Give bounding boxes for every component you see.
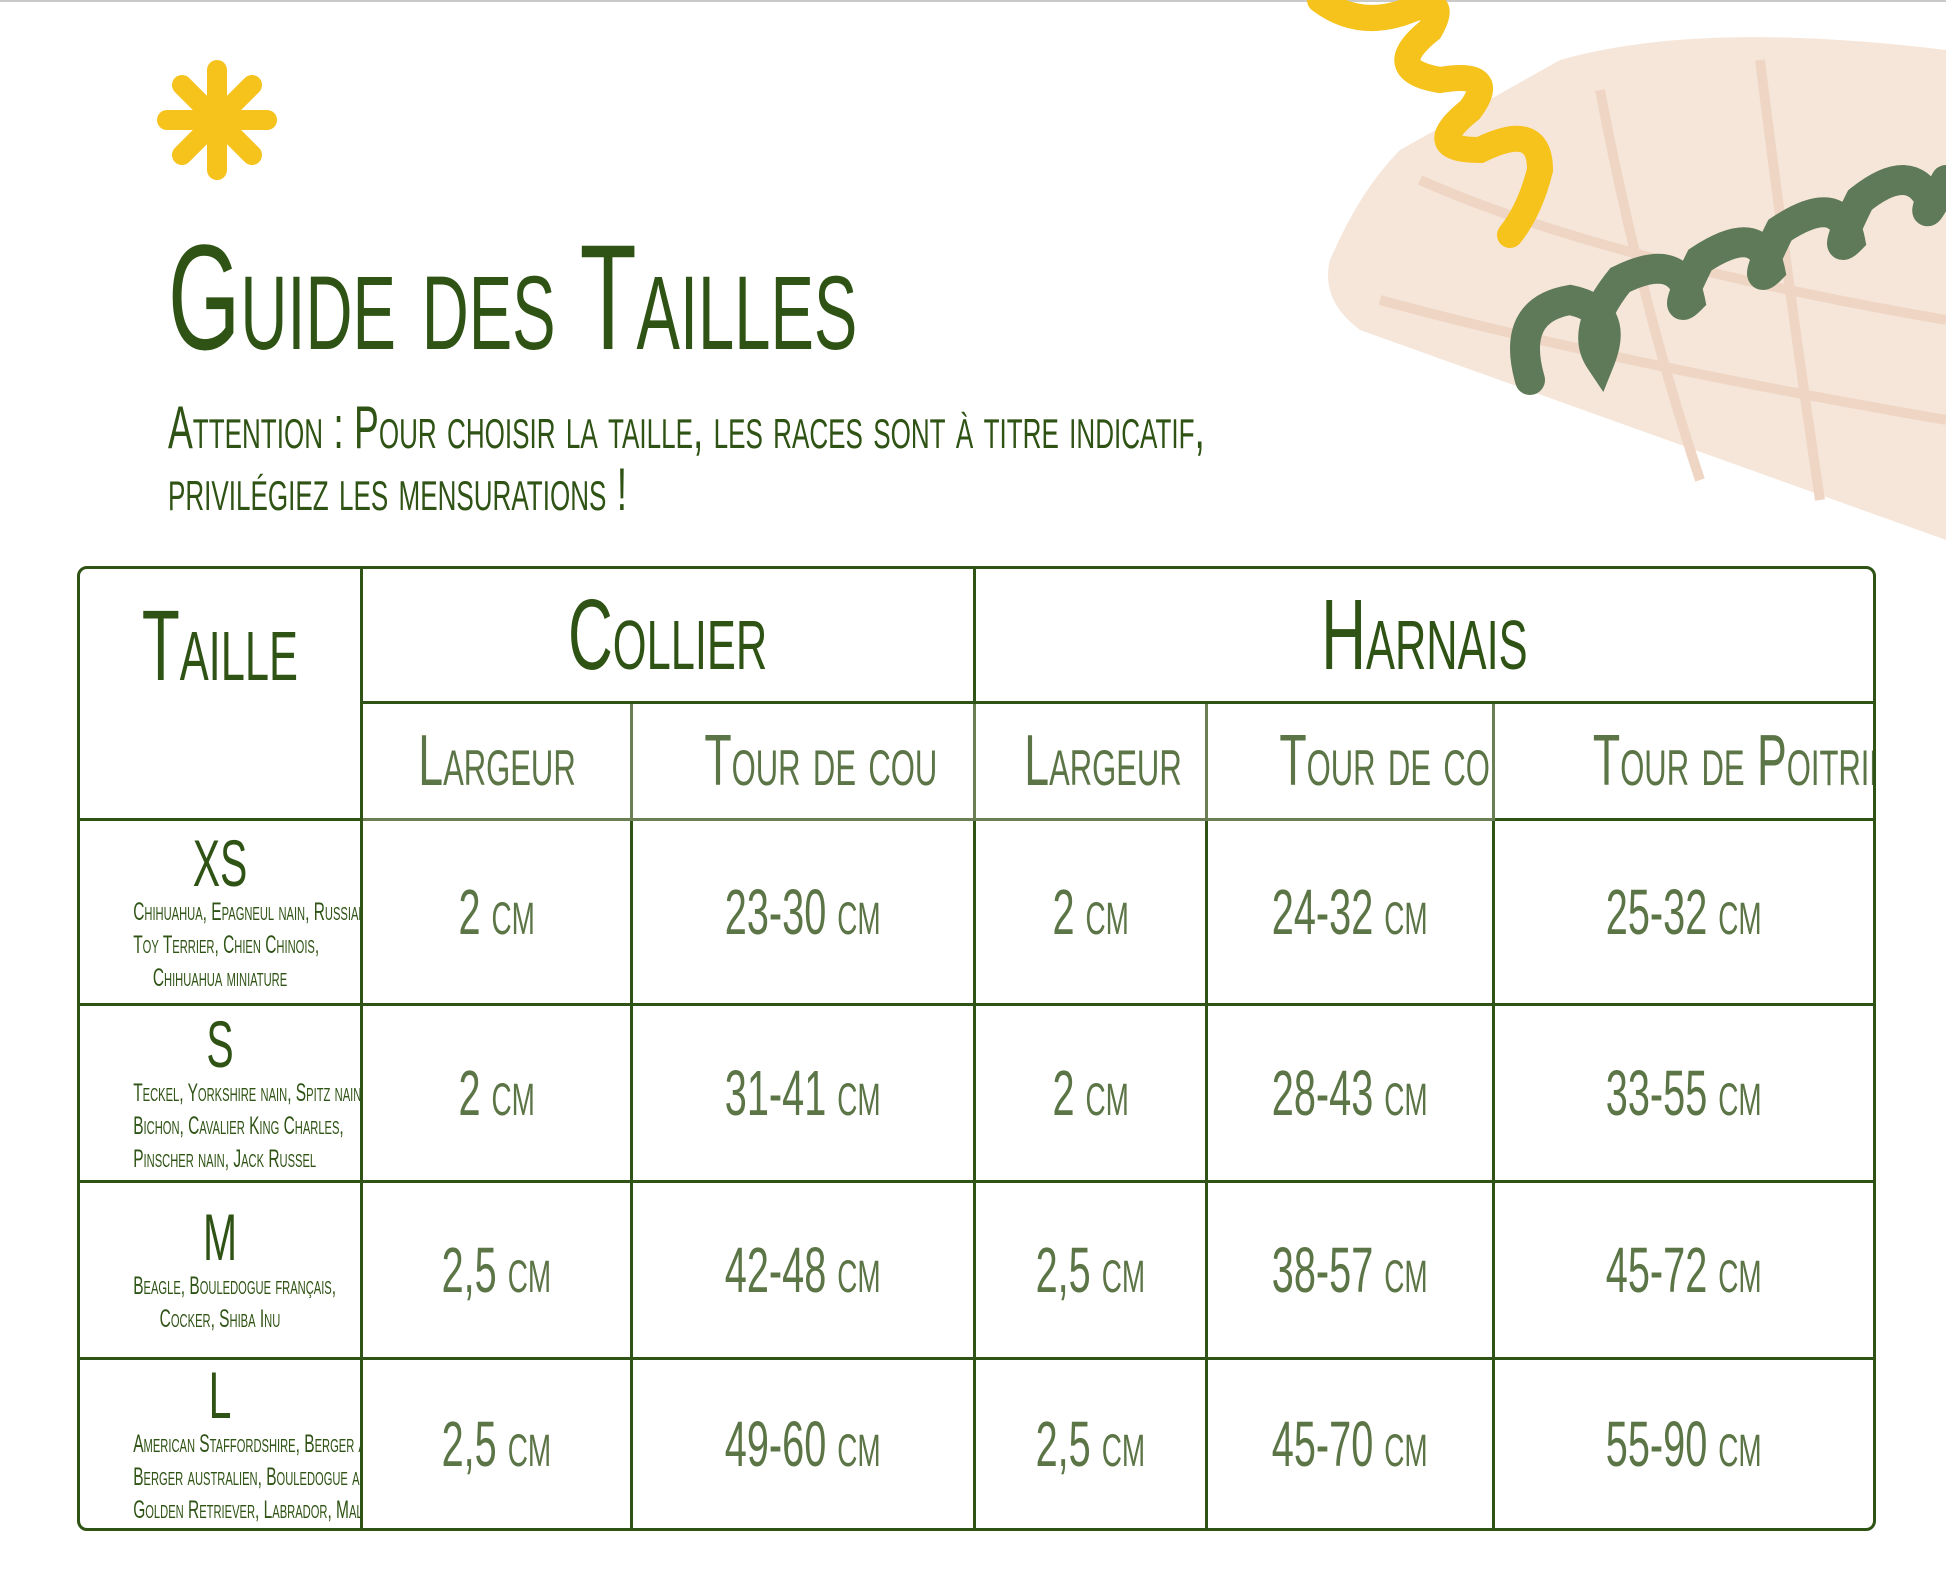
size-cell: XS Chihuahua, Epagneul nain, Russian Toy T… [80, 821, 363, 1006]
measurement-cell: 42-48 cm [633, 1183, 976, 1360]
subheader-row: Largeur Tour de cou Largeur Tour de cou … [80, 704, 1873, 821]
size-label: S [206, 1006, 234, 1081]
measurement-value: 31-41 cm [725, 1057, 881, 1129]
header-taille: Taille [80, 569, 363, 821]
subheader-text: Tour de cou [704, 721, 938, 801]
green-spiral [1510, 165, 1946, 395]
measurement-value: 2 cm [1052, 1057, 1129, 1129]
subheader-cell: Largeur [976, 704, 1208, 821]
measurement-cell: 38-57 cm [1208, 1183, 1495, 1360]
breed-list-line: Chihuahua, Epagneul nain, Russian [133, 897, 363, 926]
breed-list-line: Cocker, Shiba Inu [159, 1305, 281, 1333]
measurement-value: 55-90 cm [1606, 1408, 1762, 1480]
breed-list-line: American Staffordshire, Berger allemand, [133, 1429, 360, 1458]
measurement-value: 38-57 cm [1272, 1234, 1428, 1306]
measurement-cell: 55-90 cm [1495, 1360, 1873, 1528]
subheader-cell: Tour de Poitrine [1495, 704, 1873, 821]
measurement-value: 49-60 cm [725, 1408, 881, 1480]
measurement-value: 24-32 cm [1272, 876, 1428, 948]
breed-list-line: Chihuahua miniature [152, 963, 288, 992]
subheader-text: Largeur [1024, 721, 1182, 801]
measurement-value: 2 cm [458, 1057, 535, 1129]
page-title-text: Guide des Tailles [168, 213, 858, 381]
breed-list-line: Bichon, Cavalier King Charles, [133, 1111, 344, 1140]
subheader-cell: Tour de cou [633, 704, 976, 821]
subtitle-line-2: privilégiez les mensurations ! [168, 460, 908, 520]
measurement-value: 2 cm [1052, 876, 1129, 948]
asterisk-icon [157, 60, 277, 180]
breed-list-line: Beagle, Bouledogue français, [133, 1272, 337, 1300]
size-table: Taille Collier Harnais Largeur Tour de c… [77, 566, 1876, 1531]
measurement-cell: 49-60 cm [633, 1360, 976, 1528]
measurement-value: 28-43 cm [1272, 1057, 1428, 1129]
header-collier: Collier [363, 569, 976, 704]
measurement-value: 2 cm [458, 876, 535, 948]
header-row: Taille Collier Harnais [80, 569, 1873, 821]
yellow-spiral [1307, 0, 1554, 248]
subheader-text: Tour de Poitrine [1592, 721, 1873, 801]
measurement-cell: 2,5 cm [363, 1183, 633, 1360]
measurement-value: 45-70 cm [1272, 1408, 1428, 1480]
measurement-cell: 45-72 cm [1495, 1183, 1873, 1360]
subheader-text: Tour de cou [1279, 721, 1495, 801]
header-harnais-text: Harnais [1321, 578, 1528, 691]
measurement-cell: 25-32 cm [1495, 821, 1873, 1006]
measurement-cell: 24-32 cm [1208, 821, 1495, 1006]
table-row: M Beagle, Bouledogue français, Cocker, Shi… [80, 1183, 1873, 1360]
measurement-cell: 2 cm [976, 1006, 1208, 1183]
measurement-cell: 2 cm [363, 821, 633, 1006]
breed-list-line: Toy Terrier, Chien Chinois, [133, 930, 320, 959]
breed-list-line: Golden Retriever, Labrador, Malinois [133, 1495, 363, 1524]
subheader-cell: Largeur [363, 704, 633, 821]
measurement-value: 45-72 cm [1606, 1234, 1762, 1306]
top-border [0, 0, 1946, 2]
breed-list-line: Teckel, Yorkshire nain, Spitz nain, [133, 1078, 363, 1107]
subtitle-line-1: Attention : Pour choisir la taille, les … [168, 398, 1840, 458]
measurement-value: 2,5 cm [1035, 1408, 1146, 1480]
size-label: M [202, 1200, 238, 1274]
measurement-value: 33-55 cm [1606, 1057, 1762, 1129]
measurement-cell: 2,5 cm [976, 1360, 1208, 1528]
subheader-cell: Tour de cou [1208, 704, 1495, 821]
measurement-value: 2,5 cm [441, 1234, 552, 1306]
measurement-cell: 31-41 cm [633, 1006, 976, 1183]
measurement-value: 2,5 cm [441, 1408, 552, 1480]
size-label: XS [192, 825, 248, 900]
header-collier-text: Collier [568, 578, 768, 691]
measurement-cell: 45-70 cm [1208, 1360, 1495, 1528]
breed-list-line: Berger australien, Bouledogue anglais, [133, 1462, 360, 1491]
measurement-cell: 33-55 cm [1495, 1006, 1873, 1183]
page-title: Guide des Tailles [168, 222, 1280, 372]
breed-list-line: Pinscher nain, Jack Russel [133, 1144, 317, 1173]
measurement-value: 2,5 cm [1035, 1234, 1146, 1306]
header-taille-text: Taille [141, 590, 299, 702]
measurement-value: 23-30 cm [725, 876, 881, 948]
size-cell: S Teckel, Yorkshire nain, Spitz nain, Bich… [80, 1006, 363, 1183]
measurement-cell: 2,5 cm [976, 1183, 1208, 1360]
subtitle-text: Attention : Pour choisir la taille, les … [168, 394, 1205, 461]
table-row: XS Chihuahua, Epagneul nain, Russian Toy T… [80, 821, 1873, 1006]
measurement-cell: 23-30 cm [633, 821, 976, 1006]
subtitle-text: privilégiez les mensurations ! [168, 456, 628, 523]
measurement-cell: 28-43 cm [1208, 1006, 1495, 1183]
table-row: S Teckel, Yorkshire nain, Spitz nain, Bich… [80, 1006, 1873, 1183]
subheader-text: Largeur [417, 721, 576, 801]
measurement-value: 25-32 cm [1606, 876, 1762, 948]
measurement-cell: 2 cm [976, 821, 1208, 1006]
size-label: L [208, 1360, 232, 1432]
measurement-value: 42-48 cm [725, 1234, 881, 1306]
header-harnais: Harnais [976, 569, 1873, 704]
measurement-cell: 2,5 cm [363, 1360, 633, 1528]
size-cell: M Beagle, Bouledogue français, Cocker, Shi… [80, 1183, 363, 1360]
measurement-cell: 2 cm [363, 1006, 633, 1183]
